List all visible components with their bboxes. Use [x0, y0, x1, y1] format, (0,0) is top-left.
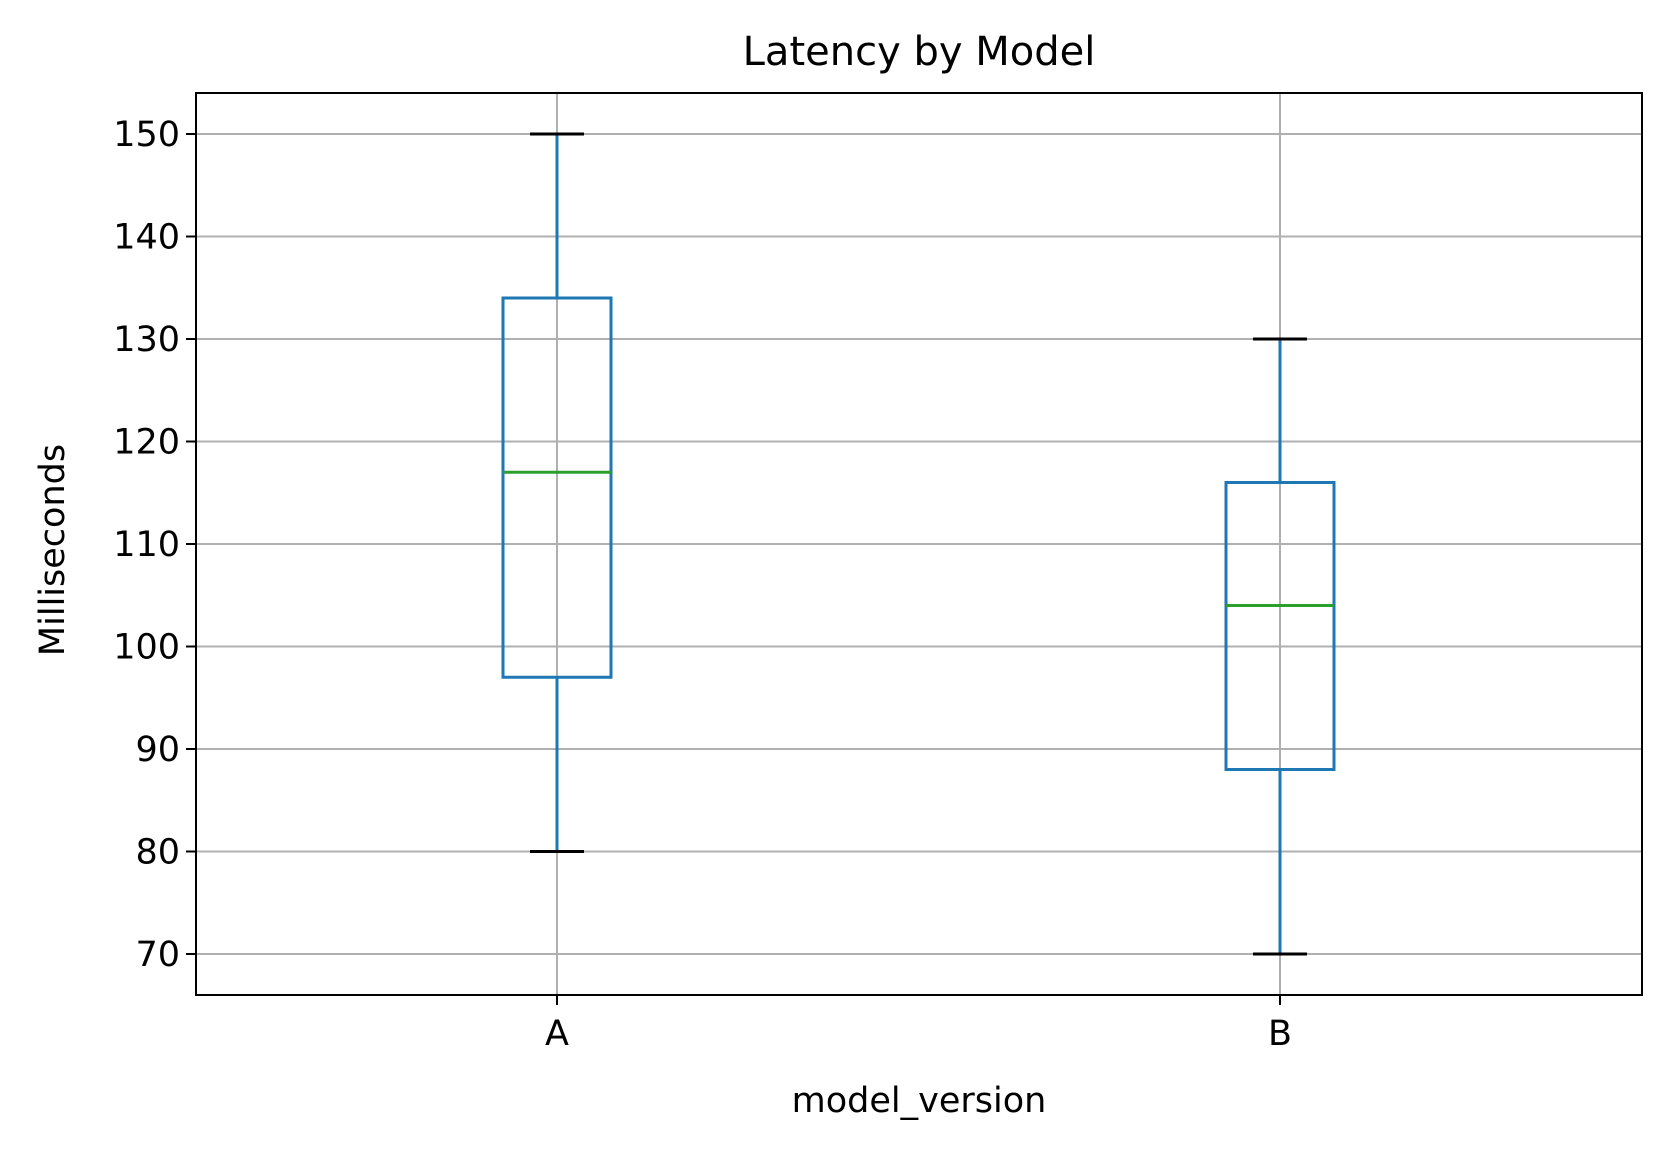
x-tick-label: A: [545, 1014, 569, 1054]
chart-title: Latency by Model: [743, 29, 1096, 75]
y-tick-label: 100: [113, 628, 180, 668]
y-tick-label: 140: [113, 218, 180, 258]
box-a: [501, 132, 613, 853]
x-axis-label: model_version: [792, 1081, 1047, 1121]
y-tick-label: 90: [135, 730, 180, 770]
y-axis-label: Milliseconds: [33, 444, 73, 656]
y-tick-label: 150: [113, 115, 180, 155]
axis-ticks: 70 80 90 100 110 120 130 140 150 A B: [113, 115, 1292, 1054]
y-tick-label: 110: [113, 525, 180, 565]
y-tick-label: 120: [113, 423, 180, 463]
box-b: [1224, 337, 1336, 956]
y-tick-label: 80: [135, 833, 180, 873]
y-tick-label: 70: [135, 935, 180, 975]
iqr-box: [1224, 481, 1336, 771]
grid-lines: [196, 93, 1642, 995]
y-tick-label: 130: [113, 320, 180, 360]
box-series: [501, 132, 1336, 956]
iqr-box: [501, 296, 613, 679]
x-tick-label: B: [1268, 1014, 1292, 1054]
